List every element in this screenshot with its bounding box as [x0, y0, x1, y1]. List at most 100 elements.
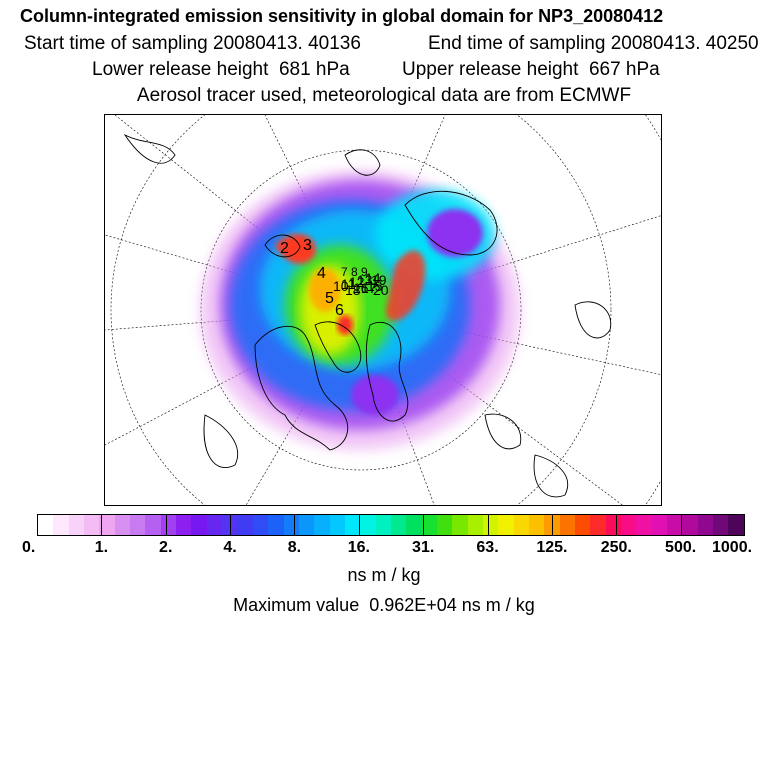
colorbar-tick-label: 125.	[536, 539, 568, 556]
marker-18: 18	[345, 282, 361, 298]
colorbar-segment	[559, 515, 576, 535]
sensitivity-field	[200, 170, 520, 450]
colorbar-segment	[406, 515, 422, 535]
maximum-value: Maximum value 0.962E+04 ns m / kg	[233, 595, 535, 615]
colorbar	[37, 514, 745, 536]
marker-3: 3	[303, 237, 312, 254]
colorbar-segment	[575, 515, 591, 535]
marker-16: 16	[353, 280, 369, 296]
colorbar-separator	[616, 514, 618, 536]
colorbar-segment	[222, 515, 238, 535]
marker-15: 15	[367, 278, 383, 294]
colorbar-segment	[145, 515, 161, 535]
colorbar-segment	[360, 515, 376, 535]
colorbar-segment	[53, 515, 69, 535]
colorbar-segment	[237, 515, 253, 535]
colorbar-segment	[651, 515, 668, 535]
lower-release-label: Lower release height 681 hPa	[92, 59, 350, 80]
colorbar-segment	[160, 515, 177, 535]
colorbar-tick-label: 8.	[287, 539, 302, 556]
emission-sensitivity-map: 2 3 4 5 6 7 8 9 10 11 12 13 14 15 16 17 …	[104, 114, 662, 506]
colorbar-segment	[375, 515, 391, 535]
marker-2: 2	[280, 240, 289, 257]
colorbar-units: ns m / kg	[347, 565, 421, 585]
colorbar-segment	[38, 515, 54, 535]
colorbar-segment	[99, 515, 115, 535]
marker-9: 9	[361, 265, 368, 279]
colorbar-segment	[344, 515, 361, 535]
colorbar-segment	[84, 515, 100, 535]
colorbar-segment	[298, 515, 315, 535]
marker-13: 13	[357, 272, 373, 288]
map-canvas: 2 3 4 5 6 7 8 9 10 11 12 13 14 15 16 17 …	[105, 115, 661, 505]
colorbar-segment	[498, 515, 514, 535]
colorbar-tick-label: 250.	[600, 539, 632, 556]
colorbar-segment	[421, 515, 437, 535]
colorbar-segment	[513, 515, 529, 535]
colorbar-separator	[680, 514, 682, 536]
colorbar-segment	[590, 515, 606, 535]
colorbar-segment	[68, 515, 85, 535]
colorbar-segment	[621, 515, 637, 535]
colorbar-segment	[529, 515, 545, 535]
colorbar-separator	[487, 514, 489, 536]
colorbar-segment	[252, 515, 269, 535]
marker-20: 20	[373, 282, 389, 298]
marker-12: 12	[349, 274, 365, 290]
colorbar-separator	[551, 514, 553, 536]
colorbar-tick-label: 31.	[412, 539, 435, 556]
colorbar-separator	[101, 514, 103, 536]
colorbar-separator	[230, 514, 232, 536]
colorbar-segment	[467, 515, 483, 535]
colorbar-segment	[667, 515, 683, 535]
colorbar-segment	[114, 515, 131, 535]
colorbar-tick-label: 2.	[159, 539, 173, 556]
colorbar-separator	[358, 514, 360, 536]
colorbar-segment	[390, 515, 407, 535]
marker-4: 4	[317, 265, 326, 282]
colorbar-tick-label: 1.	[94, 539, 109, 556]
marker-19: 19	[371, 272, 387, 288]
colorbar-segment	[206, 515, 223, 535]
marker-11: 11	[341, 276, 356, 292]
colorbar-separator	[165, 514, 167, 536]
colorbar-segment	[314, 515, 330, 535]
tracer-info-label: Aerosol tracer used, meteorological data…	[136, 85, 632, 106]
marker-7: 7	[341, 265, 348, 279]
colorbar-segment	[636, 515, 652, 535]
start-time-label: Start time of sampling 20080413. 40136	[24, 33, 361, 54]
colorbar-segment	[682, 515, 698, 535]
colorbar-segment	[191, 515, 207, 535]
colorbar-tick-label: 63.	[476, 539, 499, 556]
marker-6: 6	[335, 302, 344, 319]
colorbar-segment	[283, 515, 299, 535]
colorbar-tick-label: 0.	[22, 539, 36, 556]
coastlines	[123, 133, 612, 498]
colorbar-tick-label: 500.	[665, 539, 697, 556]
release-markers: 2 3 4 5 6 7 8 9 10 11 12 13 14 15 16 17 …	[280, 237, 389, 319]
colorbar-segment	[697, 515, 714, 535]
marker-8: 8	[351, 265, 358, 279]
colorbar-segment	[176, 515, 192, 535]
colorbar-segment	[436, 515, 453, 535]
colorbar-segment	[130, 515, 146, 535]
figure-title: Column-integrated emission sensitivity i…	[20, 6, 664, 26]
marker-5: 5	[325, 290, 334, 307]
colorbar-segment	[329, 515, 345, 535]
colorbar-tick-label: 16.	[347, 539, 370, 556]
end-time-label: End time of sampling 20080413. 40250	[428, 33, 759, 54]
colorbar-separator	[423, 514, 425, 536]
colorbar-segment	[605, 515, 622, 535]
marker-10: 10	[333, 278, 349, 294]
colorbar-segment	[268, 515, 284, 535]
colorbar-segment	[713, 515, 729, 535]
colorbar-tick-label: 1000.	[712, 539, 753, 556]
colorbar-separator	[294, 514, 296, 536]
colorbar-segment	[452, 515, 468, 535]
colorbar-segment	[482, 515, 499, 535]
marker-17: 17	[361, 280, 377, 296]
colorbar-segment	[728, 515, 744, 535]
marker-14: 14	[365, 270, 381, 286]
colorbar-tick-label: 4.	[223, 539, 237, 556]
upper-release-label: Upper release height 667 hPa	[402, 59, 660, 80]
